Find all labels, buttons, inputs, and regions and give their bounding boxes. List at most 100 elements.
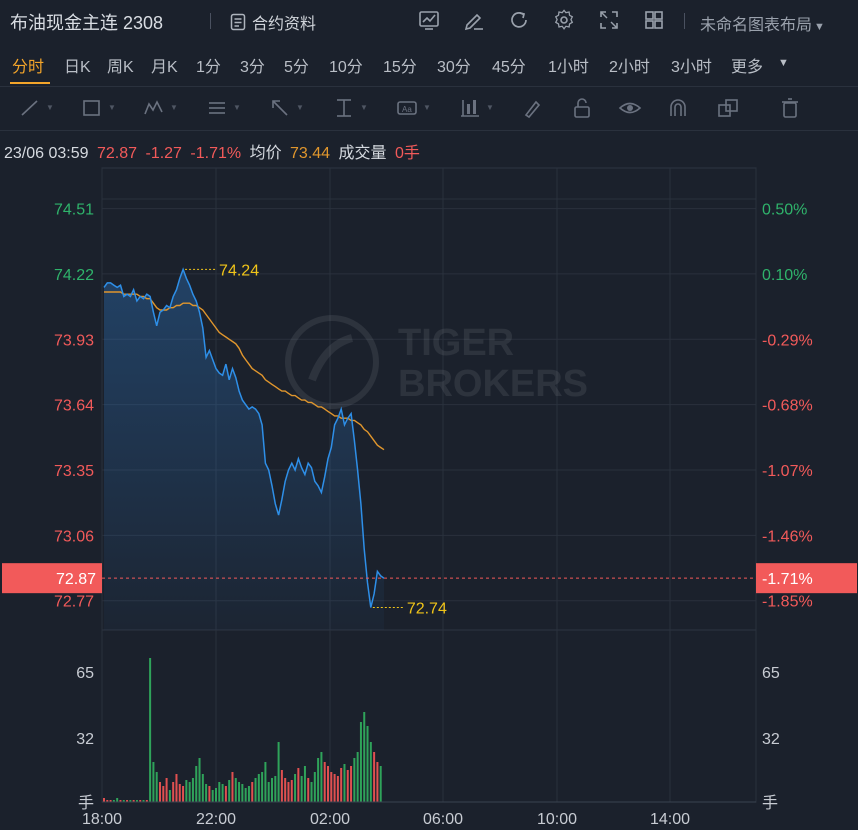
volume-bars (102, 658, 756, 803)
tab-period-6[interactable]: 5分 (284, 59, 309, 76)
layout-grid-icon[interactable] (643, 9, 665, 31)
brush-icon[interactable] (521, 96, 545, 120)
time-axis-label: 14:00 (650, 811, 690, 828)
volume-bar (280, 770, 283, 802)
contract-info-button[interactable]: 合约资料 (230, 10, 316, 34)
quote-change-pct: -1.71% (190, 145, 242, 162)
lock-icon[interactable] (570, 96, 594, 120)
volume-bar (109, 800, 112, 802)
tab-period-10[interactable]: 45分 (492, 59, 526, 76)
volume-bar (185, 780, 188, 802)
volume-bar (132, 800, 135, 802)
volume-bar (103, 798, 105, 802)
tab-period-14[interactable]: 更多 (731, 59, 764, 76)
tab-period-3[interactable]: 月K (151, 59, 178, 76)
time-axis-label: 02:00 (310, 811, 350, 828)
price-axis-label: 73.64 (54, 398, 94, 415)
volume-bar (320, 752, 323, 802)
indicator-tool-icon[interactable] (458, 96, 482, 120)
volume-bar (152, 762, 155, 802)
layout-selector[interactable]: 未命名图表布局 ▼ (700, 11, 825, 35)
volume-bar (290, 780, 293, 802)
pattern-tool-icon[interactable] (142, 96, 166, 120)
volume-bar (168, 790, 171, 802)
header-bar: 布油现金主连 2308 合约资料 未命名图表布局 ▼ (0, 0, 858, 42)
volume-bar (359, 722, 362, 802)
tool-chevron-down-icon[interactable]: ▼ (423, 103, 431, 112)
price-axis-label: 73.93 (54, 332, 94, 349)
price-axis-label: 72.77 (54, 594, 94, 611)
tool-chevron-down-icon[interactable]: ▼ (486, 103, 494, 112)
magnet-icon[interactable] (666, 96, 690, 120)
header-divider (684, 13, 685, 29)
trash-icon[interactable] (778, 96, 802, 120)
tool-chevron-down-icon[interactable]: ▼ (233, 103, 241, 112)
tab-period-0[interactable]: 分时 (12, 59, 45, 76)
pct-axis-label: 0.10% (762, 267, 807, 284)
volume-bar (353, 758, 356, 802)
volume-bar (343, 764, 346, 802)
volume-bar (323, 762, 326, 802)
volume-bar (294, 774, 297, 802)
volume-bar (129, 800, 132, 802)
refresh-icon[interactable] (508, 9, 530, 31)
eye-icon[interactable] (618, 96, 642, 120)
fullscreen-icon[interactable] (598, 9, 620, 31)
pct-axis-label: -1.46% (762, 528, 813, 545)
current-price-badge (2, 563, 102, 594)
chart-type-icon[interactable] (418, 9, 440, 31)
price-axis-label: 73.06 (54, 528, 94, 545)
pct-axis-label: -1.85% (762, 594, 813, 611)
arrow-tool-icon[interactable] (268, 96, 292, 120)
tab-period-5[interactable]: 3分 (240, 59, 265, 76)
volume-bar (126, 800, 129, 802)
tool-chevron-down-icon[interactable]: ▼ (46, 103, 54, 112)
tab-period-9[interactable]: 30分 (437, 59, 471, 76)
tool-chevron-down-icon[interactable]: ▼ (296, 103, 304, 112)
chevron-down-icon: ▼ (814, 21, 825, 33)
volume-bar (274, 776, 277, 802)
tool-chevron-down-icon[interactable]: ▼ (170, 103, 178, 112)
time-axis-label: 22:00 (196, 811, 236, 828)
volume-bar (195, 766, 198, 802)
tab-period-7[interactable]: 10分 (329, 59, 363, 76)
tab-period-13[interactable]: 3小时 (671, 59, 712, 76)
tool-chevron-down-icon[interactable]: ▼ (360, 103, 368, 112)
tab-period-2[interactable]: 周K (107, 59, 134, 76)
settings-icon[interactable] (553, 9, 575, 31)
tab-period-4[interactable]: 1分 (196, 59, 221, 76)
pct-axis-label: -0.68% (762, 398, 813, 415)
line-tool-icon[interactable] (18, 96, 42, 120)
quote-change: -1.27 (145, 145, 182, 162)
volume-bar (261, 772, 264, 802)
draw-icon[interactable] (463, 9, 485, 31)
volume-bar (231, 772, 234, 802)
fibonacci-tool-icon[interactable] (205, 96, 229, 120)
contract-info-label: 合约资料 (252, 16, 317, 33)
quote-datetime: 23/06 03:59 (4, 145, 89, 162)
text-tool-icon[interactable]: Aa (395, 96, 419, 120)
volume-bar (336, 776, 339, 802)
volume-bar (241, 784, 244, 802)
volume-bar (198, 758, 201, 802)
volume-bar (356, 752, 359, 802)
volume-bar (366, 726, 369, 802)
volume-bar (112, 800, 115, 802)
pct-axis-label: -0.29% (762, 332, 813, 349)
price-axis-label: 74.22 (54, 267, 94, 284)
tool-chevron-down-icon[interactable]: ▼ (108, 103, 116, 112)
rectangle-tool-icon[interactable] (80, 96, 104, 120)
pct-axis-label: -1.07% (762, 463, 813, 480)
tab-period-12[interactable]: 2小时 (609, 59, 650, 76)
measure-tool-icon[interactable] (332, 96, 356, 120)
layers-icon[interactable] (716, 96, 740, 120)
more-chevron-down-icon[interactable]: ▼ (778, 57, 789, 69)
svg-text:TIGER: TIGER (398, 322, 514, 364)
tab-period-8[interactable]: 15分 (383, 59, 417, 76)
volume-bar (277, 742, 280, 802)
instrument-title[interactable]: 布油现金主连 2308 (10, 13, 164, 33)
volume-bar (307, 778, 310, 802)
tab-period-1[interactable]: 日K (64, 59, 91, 76)
tab-period-11[interactable]: 1小时 (548, 59, 589, 76)
